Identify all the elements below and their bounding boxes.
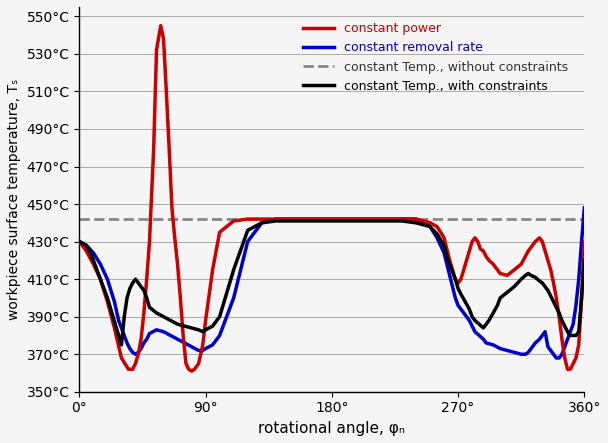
X-axis label: rotational angle, φₙ: rotational angle, φₙ (258, 421, 406, 436)
Y-axis label: workpiece surface temperature, Tₛ: workpiece surface temperature, Tₛ (7, 79, 21, 320)
Legend: constant power, constant removal rate, constant Temp., without constraints, cons: constant power, constant removal rate, c… (298, 17, 573, 98)
